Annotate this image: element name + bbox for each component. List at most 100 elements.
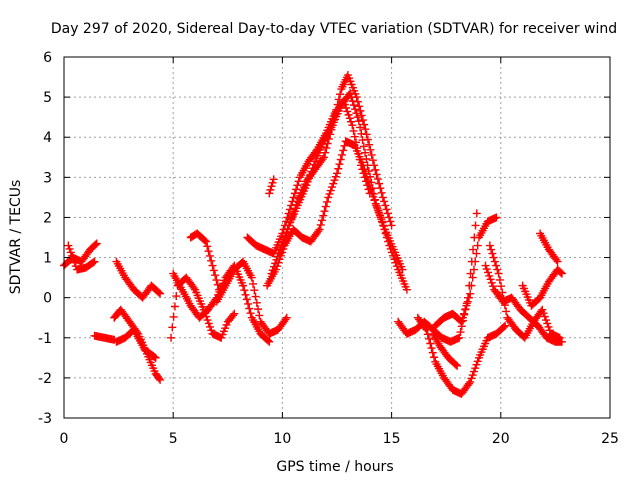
data-point — [247, 273, 256, 282]
data-point — [469, 245, 478, 254]
data-point — [473, 357, 482, 366]
data-point — [464, 379, 473, 388]
data-point — [330, 176, 339, 185]
x-tick-label: 15 — [383, 431, 401, 447]
data-point — [386, 244, 395, 253]
data-point — [375, 179, 384, 188]
data-point — [269, 175, 278, 184]
data-point — [323, 197, 332, 206]
data-point — [169, 312, 178, 321]
data-point — [392, 262, 401, 271]
data-point — [451, 360, 460, 369]
data-point — [492, 261, 501, 270]
data-point — [485, 271, 494, 280]
series-track-2 — [64, 241, 99, 274]
data-point — [553, 257, 562, 266]
data-point — [328, 183, 337, 192]
data-point — [473, 241, 482, 250]
data-point — [89, 258, 98, 267]
data-point — [336, 155, 345, 164]
series-track-12 — [263, 137, 411, 294]
data-point — [340, 141, 349, 150]
data-point — [486, 275, 495, 284]
data-point — [370, 196, 379, 205]
data-point — [544, 322, 553, 331]
series-track-16 — [413, 313, 510, 398]
data-point — [355, 102, 364, 111]
data-point — [254, 305, 263, 314]
x-axis-label: GPS time / hours — [276, 459, 393, 475]
data-point — [497, 282, 506, 291]
data-point — [427, 344, 436, 353]
data-point — [467, 281, 476, 290]
data-point — [482, 265, 491, 274]
data-point — [466, 269, 475, 278]
data-point — [354, 117, 363, 126]
data-point — [422, 325, 431, 334]
data-point — [203, 316, 212, 325]
data-point — [453, 361, 462, 370]
y-tick-label: -1 — [38, 331, 52, 347]
data-point — [329, 179, 338, 188]
data-point — [241, 290, 250, 299]
data-point — [277, 245, 286, 254]
data-point — [462, 301, 471, 310]
data-point — [471, 257, 480, 266]
data-point — [362, 173, 371, 182]
data-point — [489, 282, 497, 291]
data-point — [213, 280, 222, 289]
data-point — [346, 89, 355, 98]
data-point — [168, 323, 177, 332]
data-point — [469, 367, 478, 376]
data-point — [353, 113, 362, 122]
y-tick-label: 1 — [43, 251, 52, 267]
data-point — [376, 184, 385, 193]
data-point — [251, 292, 260, 301]
data-point — [352, 93, 361, 102]
y-tick-label: -3 — [38, 411, 52, 427]
data-point — [382, 233, 391, 242]
data-point — [540, 312, 549, 321]
data-point — [325, 189, 334, 198]
data-point — [481, 261, 490, 270]
data-point — [464, 293, 473, 302]
data-point — [352, 109, 361, 118]
data-point — [545, 326, 554, 335]
data-point — [381, 229, 390, 238]
data-point — [204, 247, 213, 256]
data-point — [466, 377, 475, 386]
data-point — [375, 210, 384, 219]
data-point — [499, 322, 508, 331]
data-point — [287, 214, 296, 223]
data-point — [426, 339, 435, 348]
data-point — [349, 126, 358, 135]
x-tick-label: 25 — [601, 431, 619, 447]
data-point — [110, 335, 119, 344]
series-track-4 — [112, 257, 165, 302]
data-point — [493, 265, 502, 274]
data-point — [150, 352, 159, 361]
data-point — [455, 333, 464, 342]
data-point — [351, 105, 360, 114]
data-point — [64, 241, 73, 250]
data-point — [316, 220, 325, 229]
data-point — [472, 360, 481, 369]
data-point — [466, 289, 475, 298]
data-point — [385, 213, 394, 222]
data-point — [288, 211, 297, 220]
data-point — [274, 258, 283, 267]
data-point — [69, 255, 78, 264]
data-point — [365, 181, 374, 190]
data-point — [240, 286, 249, 295]
data-point — [289, 193, 298, 202]
data-point — [204, 319, 213, 328]
data-point — [156, 289, 165, 298]
data-point — [291, 204, 300, 213]
data-point — [265, 337, 274, 346]
data-point — [283, 225, 292, 234]
data-point — [390, 255, 399, 264]
data-point — [368, 156, 377, 165]
data-point — [318, 154, 327, 163]
data-point — [207, 326, 216, 335]
data-point — [91, 240, 100, 249]
